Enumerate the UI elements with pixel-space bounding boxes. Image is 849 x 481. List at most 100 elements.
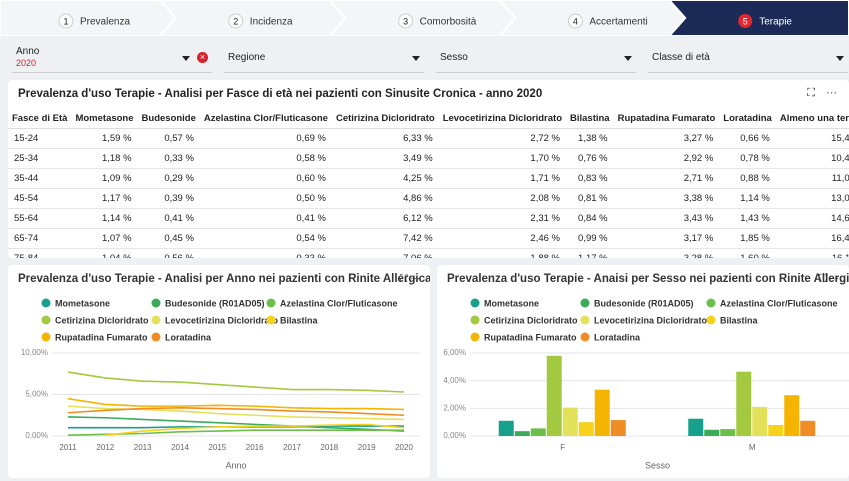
bar [736, 371, 752, 436]
filter[interactable]: Classe di età [648, 42, 848, 73]
column-header: Mometasone [71, 108, 138, 129]
legend-swatch [470, 298, 480, 308]
cell: 0,78 % [719, 148, 776, 169]
x-tick-label: 2016 [246, 443, 264, 452]
column-header: Almeno una terapia [775, 108, 849, 129]
legend-label: Budesonide (R01AD05) [165, 298, 265, 308]
step[interactable] [328, 0, 517, 36]
step[interactable] [498, 0, 687, 36]
cell: 2,31 % [438, 208, 566, 229]
legend-swatch [41, 315, 51, 325]
legend-swatch [266, 298, 276, 308]
bar [800, 420, 816, 436]
legend-label: Bilastina [720, 315, 759, 325]
caret [412, 56, 420, 61]
cell: 0,60 % [199, 168, 332, 189]
cell: 1,71 % [438, 168, 566, 189]
x-tick-label: 2011 [59, 443, 77, 452]
card-icons[interactable]: ⛶ ⋯ [399, 274, 420, 285]
row-label: 65-74 [8, 228, 72, 249]
caret [836, 56, 844, 61]
series-line [67, 371, 405, 393]
cell: 1,14 % [71, 208, 138, 229]
cell: 0,33 % [137, 148, 200, 169]
bar [498, 420, 514, 436]
legend-label: Rupatadina Fumarato [484, 332, 577, 342]
step-badge [398, 13, 414, 29]
bar [546, 355, 562, 436]
cell: 1,70 % [438, 148, 566, 169]
cell: 0,57 % [137, 128, 200, 149]
legend-label: Levocetirizina Dicloridrato [594, 315, 708, 325]
filter[interactable]: Sesso [436, 42, 636, 73]
bar [752, 406, 768, 436]
line-card: Prevalenza d'uso Terapie - Analisi per A… [8, 265, 430, 478]
x-tick-label: M [749, 443, 756, 452]
table-row: 15-24 1,59 % 0,57 % 0,69 % 6,33 % 2,72 % 1,38 … [8, 128, 849, 149]
cell: 0,41 % [137, 208, 200, 229]
x-axis-label: Sesso [645, 460, 670, 470]
step[interactable] [667, 0, 849, 36]
cell: 0,33 % [199, 248, 332, 258]
series-line [67, 429, 404, 436]
cell: 2,92 % [613, 148, 720, 169]
caret [182, 56, 190, 61]
bar [514, 431, 530, 436]
series-line [67, 406, 405, 417]
cell: 1,60 % [719, 248, 776, 258]
cell: 4,86 % [331, 188, 439, 209]
cell: 7,06 % [331, 248, 439, 258]
cell: 16,49 % [775, 228, 849, 249]
legend-label: Loratadina [594, 332, 641, 342]
column-header: Fasce di Età [8, 108, 72, 129]
cell: 2,08 % [438, 188, 566, 209]
row-label: 15-24 [8, 128, 72, 149]
cell: 1,85 % [719, 228, 776, 249]
legend-label: Mometasone [55, 298, 110, 308]
cell: 1,59 % [71, 128, 138, 149]
cell: 1,07 % [71, 228, 138, 249]
bar [530, 428, 546, 436]
step-bar: 1 Prevalenza 2 Incidenza 3 Comorbosità 4 Accert… [0, 0, 849, 36]
card-icons[interactable]: ⛶ ⋯ [807, 87, 841, 99]
cell: 11,04 % [775, 168, 849, 189]
bar [704, 429, 720, 436]
cell: 1,43 % [719, 208, 776, 229]
legend-swatch [151, 298, 161, 308]
data-table: Fasce di Età Mometasone Budesonide Azelasti… [8, 108, 849, 258]
cell: 3,28 % [613, 248, 720, 258]
step-number: 3 [403, 16, 408, 26]
y-tick-label: 0,00% [25, 431, 48, 440]
column-header: Cetirizina Dicloridrato [331, 108, 439, 129]
legend-swatch [580, 315, 590, 325]
legend-swatch [151, 315, 161, 325]
legend-swatch [266, 315, 276, 325]
filter[interactable]: Anno 2020 × [12, 42, 212, 73]
step-label: Prevalenza [80, 17, 130, 28]
legend-swatch [706, 298, 716, 308]
chart-title: Prevalenza d'uso Terapie - Anaisi per Se… [447, 273, 849, 285]
table-row: 45-54 1,17 % 0,39 % 0,50 % 4,86 % 2,08 % 0,81 … [8, 188, 849, 209]
cell: 0,76 % [566, 148, 614, 169]
step-label: Comorbosità [420, 17, 477, 28]
cell: 1,17 % [71, 188, 138, 209]
cell: 1,14 % [719, 188, 776, 209]
step-number: 1 [63, 16, 68, 26]
header-row: Fasce di Età Mometasone Budesonide Azelasti… [8, 108, 849, 129]
filter[interactable]: Regione [224, 42, 424, 73]
cell: 16,11 % [775, 248, 849, 258]
series-line [67, 397, 405, 411]
step[interactable] [158, 0, 347, 36]
y-tick-label: 4,00% [443, 376, 466, 385]
bar [784, 395, 800, 436]
clear-button[interactable]: × [197, 52, 208, 63]
cell: 0,58 % [199, 148, 332, 169]
step-label: Accertamenti [589, 17, 647, 28]
cell: 2,71 % [613, 168, 720, 189]
card-icons[interactable]: ⛶ ⋯ [818, 274, 839, 285]
cell: 0,84 % [566, 208, 614, 229]
column-header: Azelastina Clor/Fluticasone [199, 108, 332, 129]
row-label: 75-84 [8, 248, 72, 258]
cell: 0,69 % [199, 128, 332, 149]
cell: 0,41 % [199, 208, 332, 229]
